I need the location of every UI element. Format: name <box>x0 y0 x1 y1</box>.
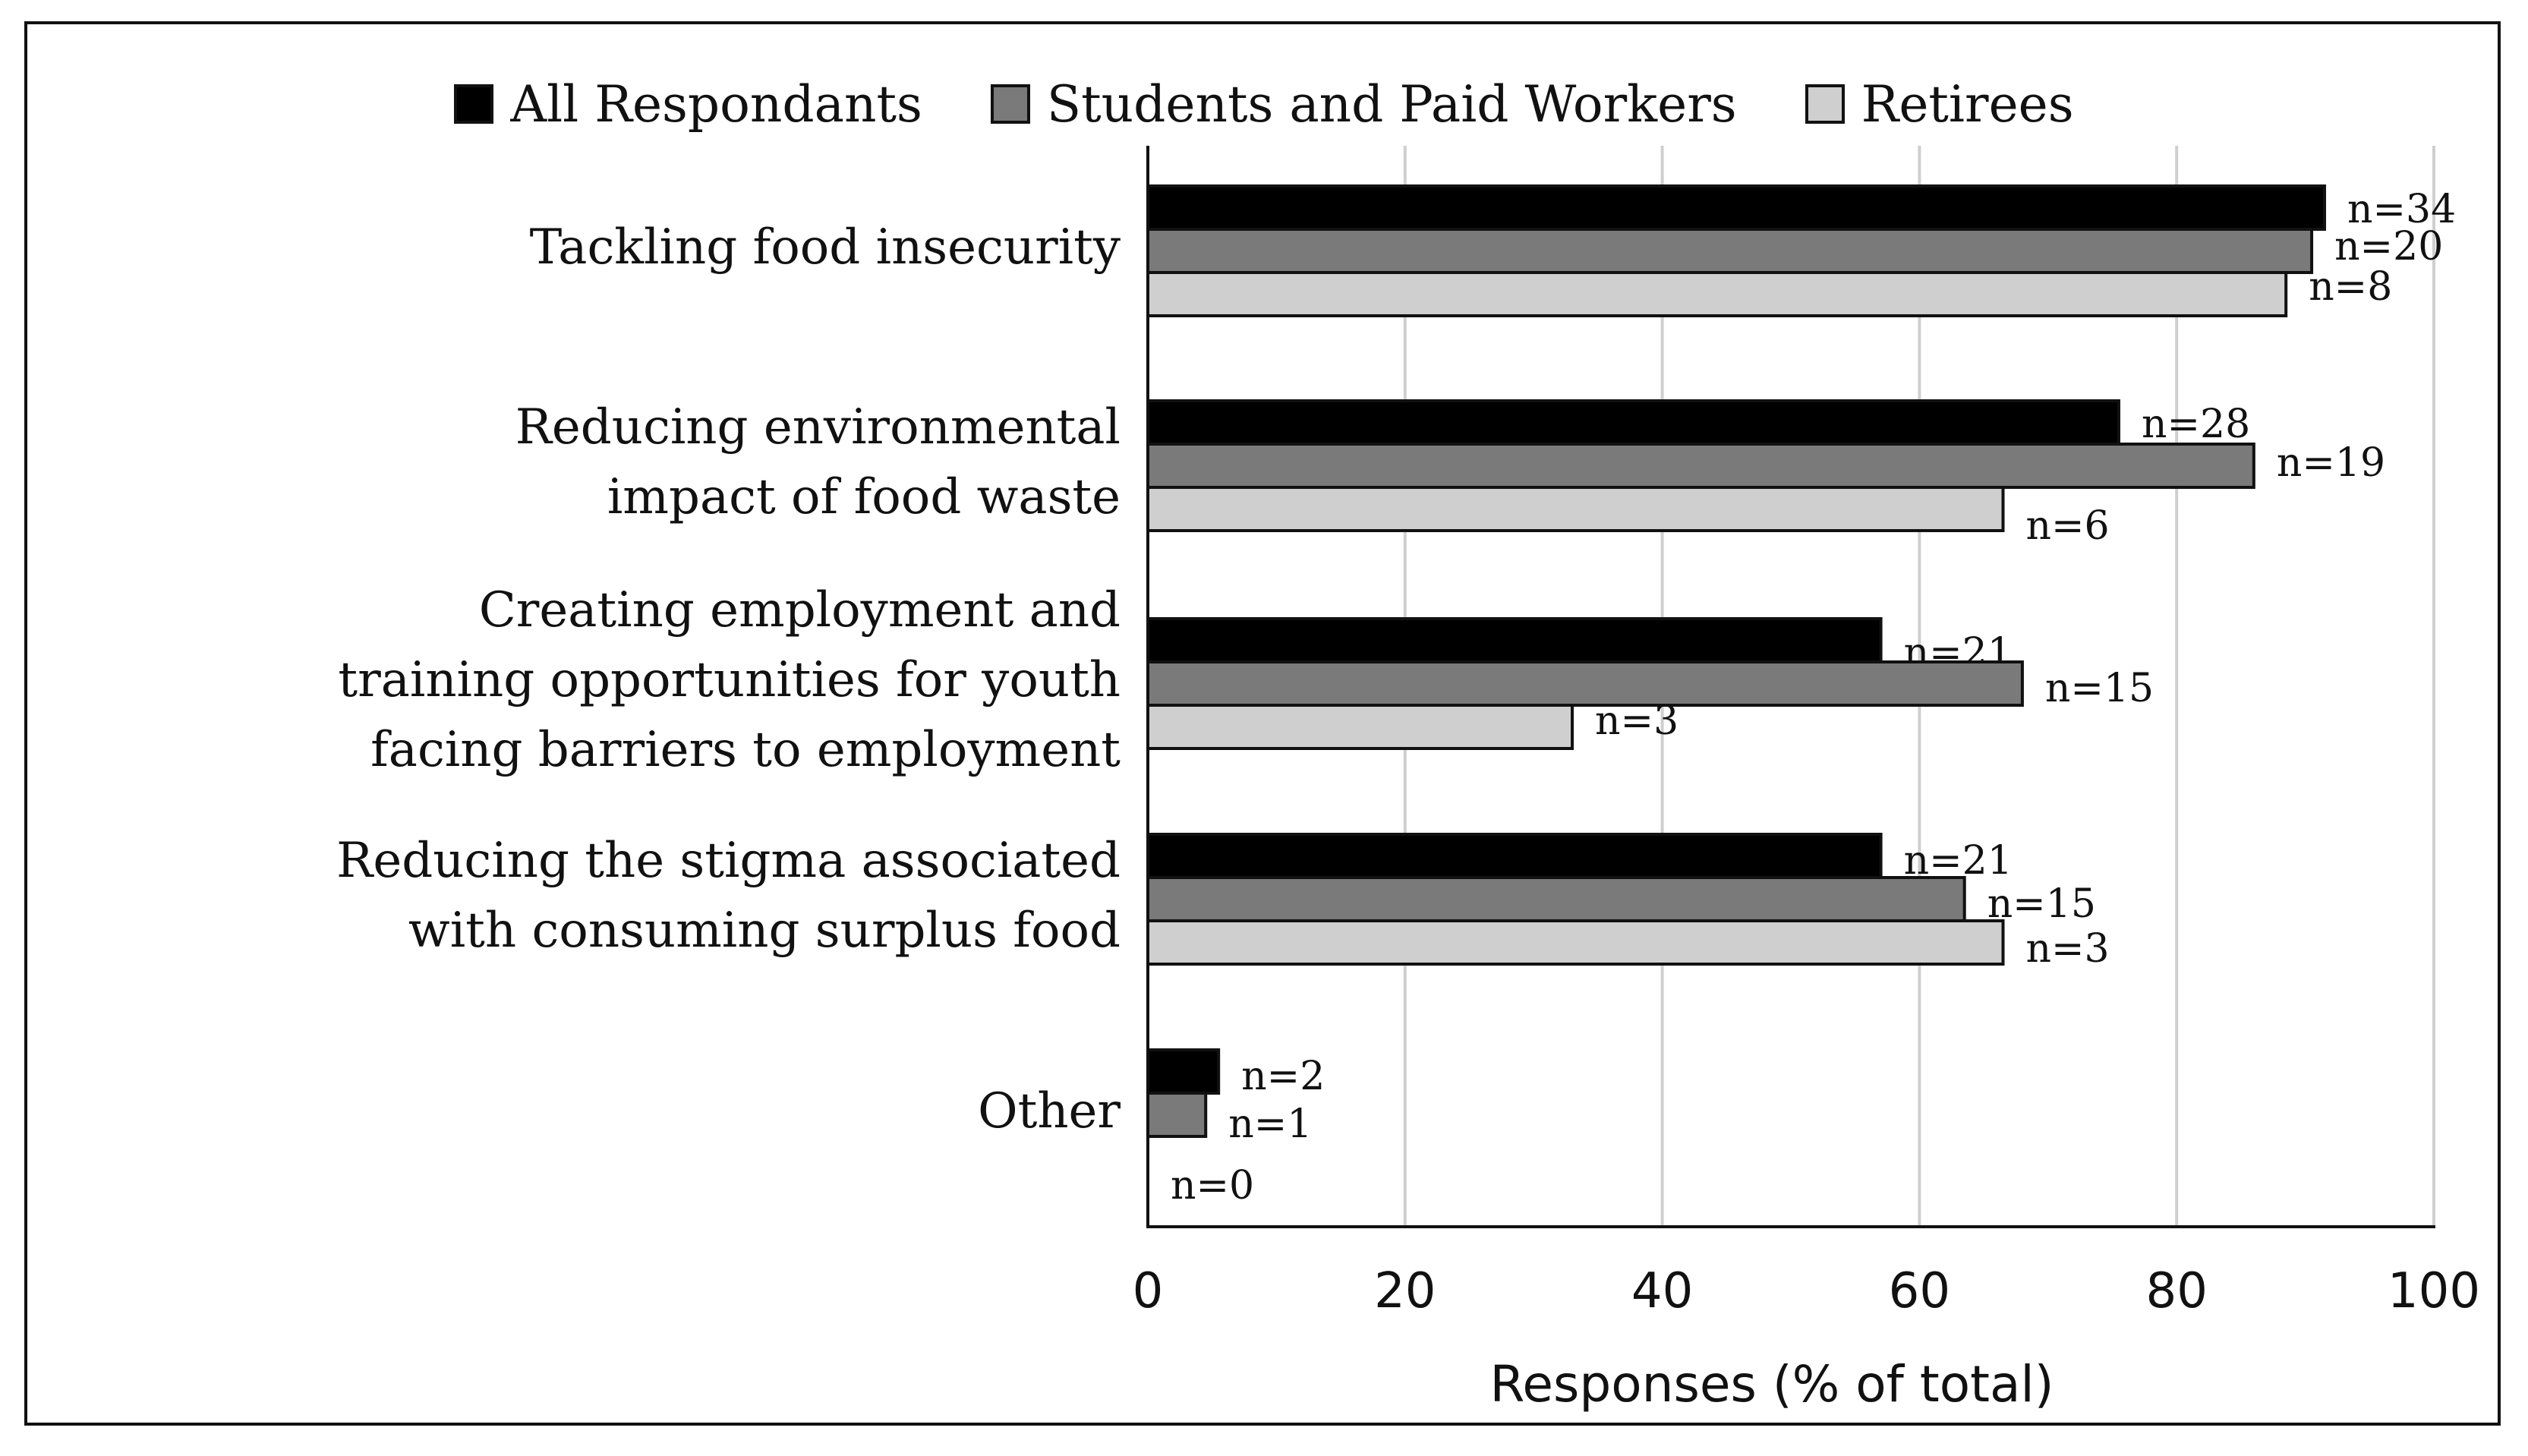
category-label-3-line-1: Creating employment and <box>479 582 1121 638</box>
bar-3-retirees <box>1146 704 1574 750</box>
legend: All Respondants Students and Paid Worker… <box>0 70 2528 138</box>
data-label-5-2: n=1 <box>1228 1101 1312 1147</box>
bar-3-students-and-paid-workers <box>1146 660 2024 707</box>
bar-1-all-respondants <box>1146 184 2327 231</box>
legend-item-all-respondants: All Respondants <box>454 75 922 134</box>
data-label-4-2: n=15 <box>1987 881 2096 927</box>
category-label-4-line-2: with consuming surplus food <box>408 903 1121 959</box>
data-label-3-3: n=3 <box>1595 698 1679 744</box>
data-label-2-1: n=28 <box>2142 402 2250 447</box>
category-label-1-line-1: Tackling food insecurity <box>530 219 1121 276</box>
category-label-2-line-2: impact of food waste <box>607 469 1121 525</box>
bar-4-all-respondants <box>1146 833 1883 879</box>
data-label-5-1: n=2 <box>1241 1054 1325 1099</box>
bar-3-all-respondants <box>1146 617 1883 663</box>
category-label-3-line-3: facing barriers to employment <box>370 722 1121 778</box>
legend-label-all-respondants: All Respondants <box>510 74 922 134</box>
category-label-3-line-2: training opportunities for youth <box>338 652 1121 708</box>
legend-swatch-retirees <box>1805 84 1845 124</box>
category-label-5-line-1: Other <box>978 1083 1121 1139</box>
bar-1-students-and-paid-workers <box>1146 228 2314 274</box>
legend-label-students-workers: Students and Paid Workers <box>1046 74 1737 134</box>
x-tick-label-0: 0 <box>1133 1263 1164 1319</box>
data-label-2-3: n=6 <box>2026 503 2110 549</box>
data-label-1-3: n=8 <box>2309 264 2392 310</box>
bar-2-students-and-paid-workers <box>1146 443 2255 489</box>
category-label-4-line-1: Reducing the stigma associated <box>336 833 1121 889</box>
legend-swatch-students-workers <box>990 84 1030 124</box>
data-label-3-2: n=15 <box>2045 666 2154 711</box>
x-axis-title: Responses (% of total) <box>1489 1355 2054 1413</box>
data-label-2-2: n=19 <box>2277 440 2385 486</box>
bar-2-retirees <box>1146 486 2005 532</box>
data-label-4-3: n=3 <box>2026 926 2110 972</box>
legend-item-students-workers: Students and Paid Workers <box>990 74 1737 134</box>
chart-frame <box>24 21 2501 1426</box>
bar-4-retirees <box>1146 919 2005 966</box>
legend-item-retirees: Retirees <box>1805 75 2074 134</box>
bar-5-all-respondants <box>1146 1048 1221 1095</box>
x-tick-label-20: 20 <box>1374 1263 1436 1319</box>
data-label-5-3: n=0 <box>1171 1163 1254 1209</box>
legend-label-retirees: Retirees <box>1861 74 2074 134</box>
bar-1-retirees <box>1146 271 2288 317</box>
data-label-1-2: n=20 <box>2334 224 2443 269</box>
x-tick-label-100: 100 <box>2388 1263 2480 1319</box>
x-tick-label-80: 80 <box>2145 1263 2207 1319</box>
data-label-1-1: n=34 <box>2347 187 2456 232</box>
x-tick-label-60: 60 <box>1889 1263 1950 1319</box>
bar-5-students-and-paid-workers <box>1146 1092 1208 1138</box>
legend-swatch-all-respondants <box>454 84 494 124</box>
bar-4-students-and-paid-workers <box>1146 876 1966 922</box>
x-tick-label-40: 40 <box>1631 1263 1693 1319</box>
category-label-2-line-1: Reducing environmental <box>515 399 1121 455</box>
bar-2-all-respondants <box>1146 399 2120 446</box>
